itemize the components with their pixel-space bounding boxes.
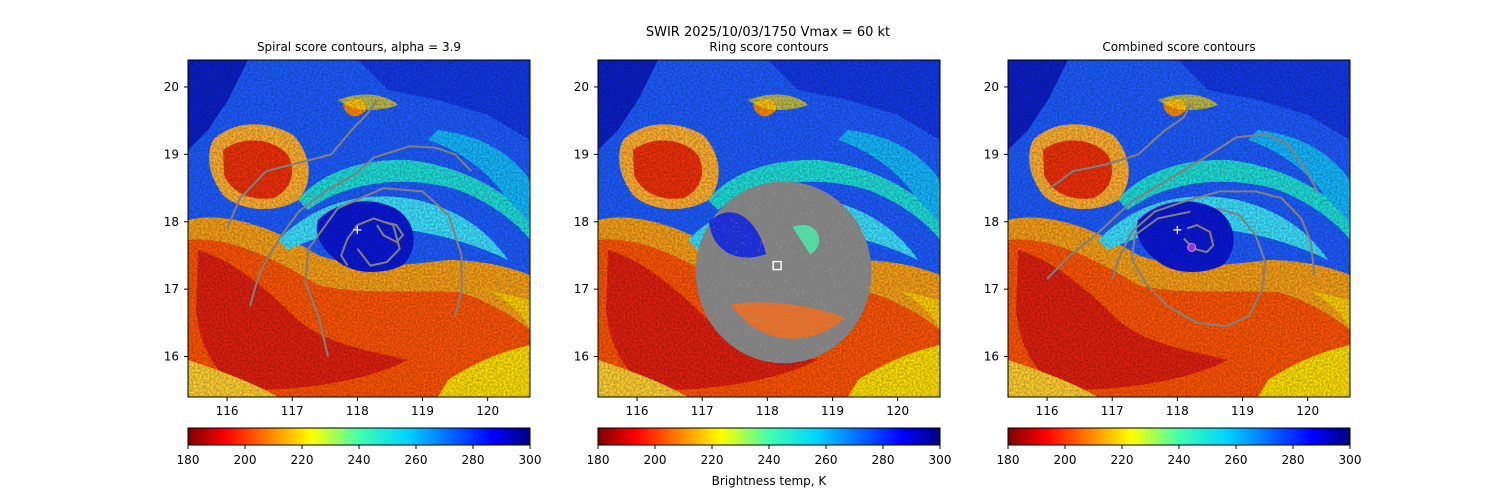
colorbar-tick-label: 240: [1168, 453, 1191, 467]
x-tick-label: 117: [1101, 404, 1124, 418]
colorbar-tick-label: 200: [1054, 453, 1077, 467]
score-contour-3: [1111, 190, 1316, 280]
x-tick-label: 118: [346, 404, 369, 418]
panel-title: Spiral score contours, alpha = 3.9: [257, 40, 461, 54]
plot-area: [598, 60, 940, 397]
panel-2: Ring score contours 116 117 118 119 120 16 17 18…: [574, 40, 952, 488]
colorbar-tick-label: 280: [1282, 453, 1305, 467]
colorbar: 180 200 220 240 260 280 300 Brightness temp, K: [587, 427, 952, 488]
colorbar-tick-label: 180: [997, 453, 1020, 467]
colorbar-tick-label: 300: [519, 453, 542, 467]
score-contour-2: [248, 145, 473, 307]
colorbar-gradient-bar: [1007, 427, 1351, 446]
colorbar-gradient-bar: [187, 427, 531, 446]
x-tick-label: 116: [626, 404, 649, 418]
y-tick-label: 20: [574, 80, 589, 94]
colorbar: 180 200 220 240 260 280 300: [997, 427, 1362, 467]
y-tick-label: 17: [984, 282, 999, 296]
colorbar-tick-label: 280: [872, 453, 895, 467]
panel-1: Spiral score contours, alpha = 3.9 116 117…: [164, 40, 542, 467]
colorbar-tick-label: 180: [177, 453, 200, 467]
y-tick-label: 16: [574, 350, 589, 364]
y-tick-label: 17: [574, 282, 589, 296]
colorbar-tick-label: 300: [929, 453, 952, 467]
score-contour-1: [1049, 103, 1192, 189]
colorbar-tick-label: 240: [348, 453, 371, 467]
brightness-image: [188, 60, 530, 397]
score-contour-4: [1130, 207, 1267, 328]
x-tick-label: 116: [1036, 404, 1059, 418]
center-plus-marker: [1173, 225, 1182, 234]
colorbar-tick-label: 180: [587, 453, 610, 467]
y-tick-label: 19: [984, 147, 999, 161]
colorbar-tick-label: 260: [815, 453, 838, 467]
colorbar-tick-label: 220: [291, 453, 314, 467]
x-tick-label: 116: [216, 404, 239, 418]
y-tick-label: 18: [984, 215, 999, 229]
x-tick-label: 120: [1296, 404, 1319, 418]
plot-area: [188, 60, 530, 397]
score-contour-1: [226, 99, 378, 229]
x-tick-label: 120: [476, 404, 499, 418]
x-tick-label: 119: [1231, 404, 1254, 418]
colorbar: 180 200 220 240 260 280 300: [177, 427, 542, 467]
colorbar-tick-label: 200: [234, 453, 257, 467]
y-tick-label: 18: [574, 215, 589, 229]
colorbar-tick-label: 200: [644, 453, 667, 467]
y-tick-label: 16: [164, 350, 179, 364]
x-tick-label: 119: [411, 404, 434, 418]
x-tick-label: 119: [821, 404, 844, 418]
x-tick-label: 118: [756, 404, 779, 418]
colorbar-gradient-bar: [597, 427, 941, 446]
colorbar-tick-label: 260: [1225, 453, 1248, 467]
plot-area: [1008, 60, 1350, 397]
panel-title: Combined score contours: [1102, 40, 1255, 54]
best-circle-marker: [1187, 242, 1197, 252]
colorbar-label: Brightness temp, K: [712, 474, 828, 488]
score-contour-5: [376, 220, 404, 243]
y-tick-label: 18: [164, 215, 179, 229]
x-tick-label: 117: [281, 404, 304, 418]
axes-frame: [597, 59, 941, 398]
brightness-image: [1008, 60, 1350, 397]
score-contour-2: [1046, 133, 1319, 280]
panel-title: Ring score contours: [709, 40, 828, 54]
figure-suptitle: SWIR 2025/10/03/1750 Vmax = 60 kt: [646, 25, 890, 40]
center-plus-marker: [353, 225, 362, 234]
axes-frame: [187, 59, 531, 398]
y-tick-label: 16: [984, 350, 999, 364]
y-tick-label: 19: [574, 147, 589, 161]
score-contour-3: [304, 187, 463, 357]
colorbar-tick-label: 220: [701, 453, 724, 467]
y-tick-label: 19: [164, 147, 179, 161]
x-tick-label: 120: [886, 404, 909, 418]
y-tick-label: 20: [984, 80, 999, 94]
ring-speckle: [695, 181, 872, 364]
y-tick-label: 17: [164, 282, 179, 296]
colorbar-tick-label: 300: [1339, 453, 1362, 467]
colorbar-tick-label: 260: [405, 453, 428, 467]
x-tick-label: 118: [1166, 404, 1189, 418]
panel-3: Combined score contours 116 117 118 119 120 16…: [984, 40, 1362, 467]
x-tick-label: 117: [691, 404, 714, 418]
axes-frame: [1007, 59, 1351, 398]
colorbar-tick-label: 220: [1111, 453, 1134, 467]
best-square-marker: [772, 260, 782, 271]
colorbar-tick-label: 240: [758, 453, 781, 467]
colorbar-tick-label: 280: [462, 453, 485, 467]
y-tick-label: 20: [164, 80, 179, 94]
